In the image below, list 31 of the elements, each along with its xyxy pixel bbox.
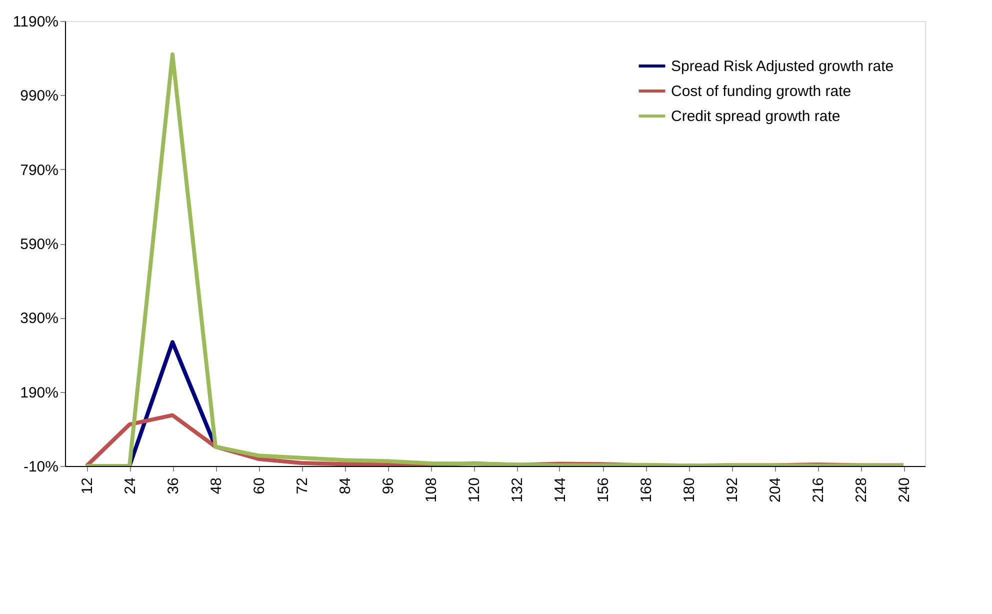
legend-label: Cost of funding growth rate [671, 83, 852, 100]
x-tick-label: 144 [552, 478, 569, 503]
y-tick-label: -10% [23, 458, 58, 476]
x-tick-label: 96 [380, 478, 397, 494]
x-tick-label: 120 [466, 478, 483, 503]
x-tick-label: 168 [638, 478, 655, 503]
x-tick-label: 72 [294, 478, 311, 494]
x-tick-label: 84 [337, 478, 354, 494]
legend-label: Credit spread growth rate [671, 108, 840, 125]
x-tick-label: 216 [810, 478, 827, 503]
x-tick-label: 60 [251, 478, 268, 494]
y-tick-label: 590% [20, 236, 58, 253]
y-tick-label: 190% [20, 384, 58, 402]
legend-label: Spread Risk Adjusted growth rate [671, 58, 894, 75]
x-tick-label: 180 [681, 478, 698, 503]
y-tick-label: 790% [20, 162, 58, 179]
x-tick-label: 24 [122, 478, 139, 494]
x-tick-label: 192 [724, 478, 741, 503]
x-tick-label: 240 [896, 478, 913, 503]
x-tick-label: 12 [79, 478, 96, 494]
x-tick-label: 48 [208, 478, 225, 494]
x-tick-label: 36 [165, 478, 182, 494]
x-tick-label: 204 [767, 478, 784, 503]
y-tick-label: 990% [20, 88, 58, 105]
line-series [84, 52, 906, 466]
x-tick-label: 228 [853, 478, 870, 503]
x-tick-label: 132 [509, 478, 526, 503]
x-tick-label: 108 [423, 478, 440, 503]
y-tick-label: 390% [20, 310, 58, 328]
y-tick-label: 1190% [12, 14, 58, 30]
x-tick-label: 156 [595, 478, 612, 503]
